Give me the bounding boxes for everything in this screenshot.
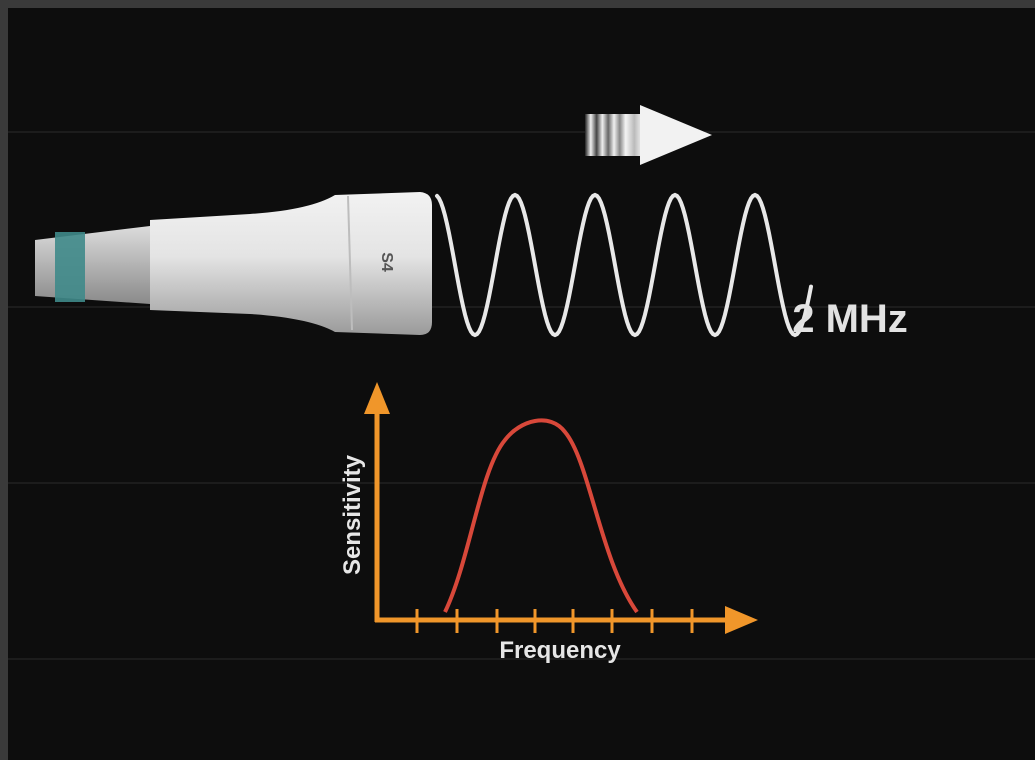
response-graph: Sensitivity Frequency [339, 382, 758, 664]
sound-wave [435, 192, 813, 338]
transducer: S4 [35, 192, 432, 335]
probe-model: S4 [378, 252, 395, 272]
frequency-readout: 2 MHz [792, 297, 908, 341]
y-axis-label: Sensitivity [339, 454, 366, 575]
motion-arrow [585, 105, 712, 165]
screen [8, 8, 1035, 760]
x-axis-label: Frequency [499, 637, 621, 664]
